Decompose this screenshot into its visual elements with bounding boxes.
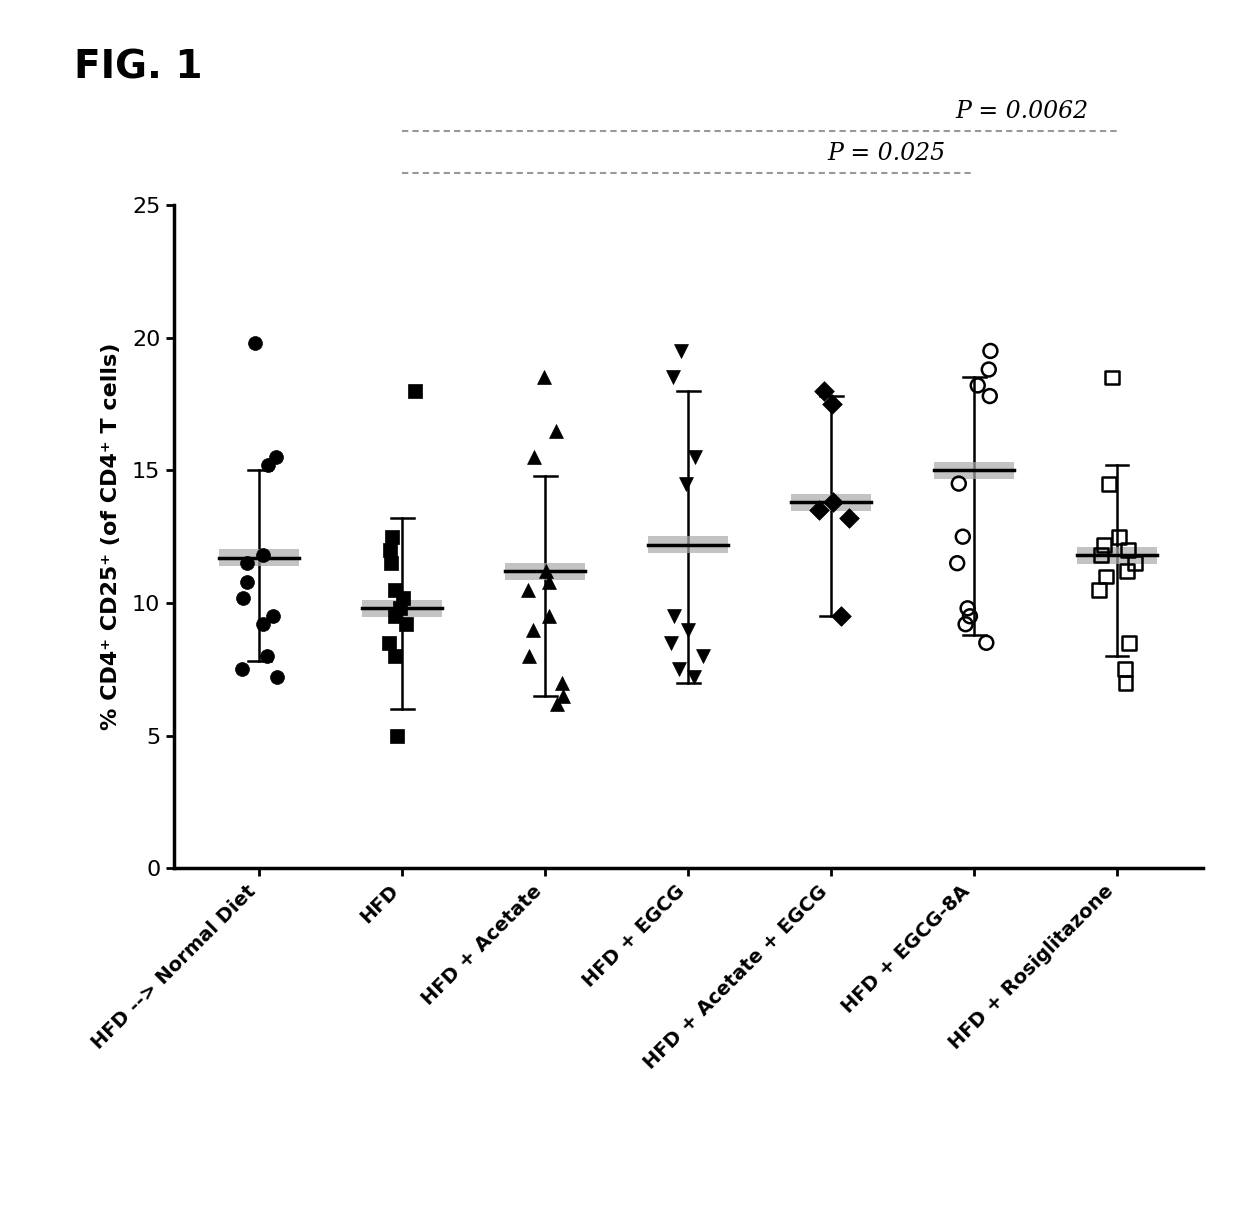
Point: [237, 572, 257, 591]
Point: [693, 646, 713, 666]
Point: [546, 421, 565, 440]
Point: [237, 554, 257, 573]
Point: [381, 554, 401, 573]
Point: [684, 668, 704, 687]
Point: [263, 607, 283, 626]
Point: [949, 474, 968, 493]
Point: [676, 474, 696, 493]
Point: [387, 726, 407, 745]
Bar: [791, 493, 872, 510]
Point: [244, 333, 264, 352]
Point: [547, 695, 567, 714]
Point: [980, 386, 999, 405]
Point: [1094, 535, 1114, 555]
Point: [1109, 527, 1128, 546]
Point: [832, 607, 852, 626]
Point: [553, 686, 573, 706]
Point: [382, 527, 402, 546]
Point: [257, 646, 277, 666]
Point: [386, 580, 405, 599]
Point: [379, 633, 399, 652]
Point: [393, 589, 413, 608]
Point: [525, 447, 544, 467]
Point: [1096, 567, 1116, 586]
Point: [1099, 474, 1118, 493]
Point: [232, 660, 252, 679]
Point: [815, 381, 835, 400]
Point: [1089, 580, 1109, 599]
Point: [384, 607, 404, 626]
Point: [381, 540, 401, 560]
Point: [536, 562, 556, 581]
Bar: [1078, 546, 1157, 563]
Bar: [934, 462, 1014, 479]
Point: [253, 545, 273, 564]
Text: FIG. 1: FIG. 1: [74, 48, 203, 87]
Point: [258, 456, 278, 475]
Point: [947, 554, 967, 573]
Point: [671, 341, 691, 361]
Point: [670, 660, 689, 679]
Point: [1116, 673, 1136, 692]
Point: [404, 381, 424, 400]
Point: [665, 607, 684, 626]
Point: [661, 633, 681, 652]
Point: [810, 500, 830, 520]
Point: [233, 589, 253, 608]
Point: [978, 359, 998, 379]
Bar: [219, 550, 299, 567]
Point: [952, 527, 972, 546]
Point: [957, 598, 977, 617]
Point: [539, 607, 559, 626]
Bar: [505, 563, 585, 580]
Point: [518, 580, 538, 599]
Point: [967, 376, 987, 396]
Point: [397, 615, 417, 634]
Point: [552, 673, 572, 692]
Point: [1091, 545, 1111, 564]
Point: [663, 368, 683, 387]
Point: [960, 607, 980, 626]
Point: [520, 646, 539, 666]
Point: [956, 615, 976, 634]
Point: [823, 492, 843, 511]
Text: P = 0.025: P = 0.025: [827, 142, 945, 165]
Point: [1118, 540, 1138, 560]
Point: [976, 633, 996, 652]
Point: [389, 598, 409, 617]
Point: [538, 572, 558, 591]
Text: P = 0.0062: P = 0.0062: [955, 100, 1089, 123]
Point: [1102, 368, 1122, 387]
Bar: [649, 537, 728, 554]
Point: [1118, 633, 1138, 652]
Point: [267, 447, 286, 467]
Point: [523, 620, 543, 639]
Point: [533, 368, 553, 387]
Bar: [362, 599, 443, 616]
Point: [1125, 554, 1145, 573]
Point: [384, 646, 404, 666]
Point: [1117, 562, 1137, 581]
Point: [838, 509, 858, 528]
Point: [253, 615, 273, 634]
Point: [1115, 660, 1135, 679]
Y-axis label: % CD4⁺ CD25⁺ (of CD4⁺ T cells): % CD4⁺ CD25⁺ (of CD4⁺ T cells): [100, 343, 122, 731]
Point: [267, 668, 286, 687]
Point: [678, 620, 698, 639]
Point: [822, 394, 842, 414]
Point: [686, 447, 706, 467]
Point: [981, 341, 1001, 361]
